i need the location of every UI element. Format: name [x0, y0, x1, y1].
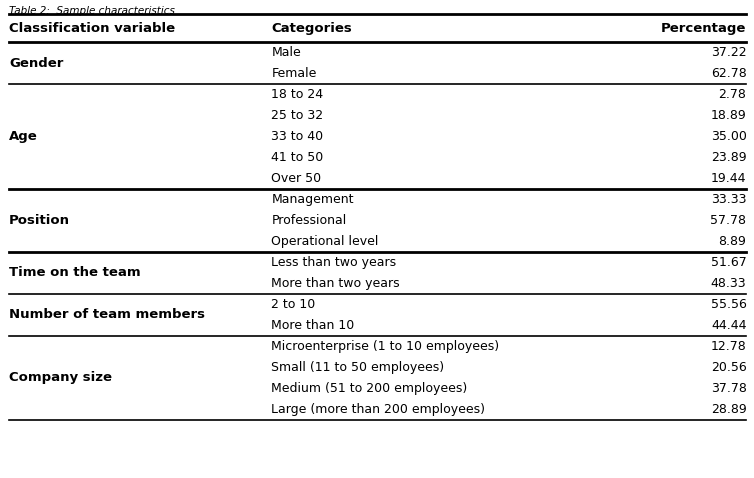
Text: More than two years: More than two years — [271, 277, 400, 290]
Text: 62.78: 62.78 — [711, 67, 746, 80]
Text: 2.78: 2.78 — [719, 88, 746, 101]
Text: 44.44: 44.44 — [711, 319, 746, 332]
Text: 20.56: 20.56 — [711, 361, 746, 374]
Text: Operational level: Operational level — [271, 235, 379, 248]
Text: Medium (51 to 200 employees): Medium (51 to 200 employees) — [271, 382, 467, 395]
Text: Over 50: Over 50 — [271, 172, 321, 185]
Text: 28.89: 28.89 — [711, 403, 746, 416]
Text: Position: Position — [9, 214, 70, 227]
Text: Professional: Professional — [271, 214, 347, 227]
Text: Classification variable: Classification variable — [9, 22, 175, 34]
Text: Gender: Gender — [9, 56, 63, 69]
Text: Number of team members: Number of team members — [9, 308, 205, 322]
Text: 41 to 50: 41 to 50 — [271, 151, 323, 164]
Text: 18.89: 18.89 — [711, 109, 746, 122]
Text: 18 to 24: 18 to 24 — [271, 88, 323, 101]
Text: Management: Management — [271, 193, 354, 206]
Text: 33 to 40: 33 to 40 — [271, 130, 323, 143]
Text: Microenterprise (1 to 10 employees): Microenterprise (1 to 10 employees) — [271, 340, 500, 353]
Text: Small (11 to 50 employees): Small (11 to 50 employees) — [271, 361, 445, 374]
Text: 8.89: 8.89 — [719, 235, 746, 248]
Text: 48.33: 48.33 — [711, 277, 746, 290]
Text: Female: Female — [271, 67, 317, 80]
Text: 37.22: 37.22 — [711, 46, 746, 59]
Text: 37.78: 37.78 — [710, 382, 746, 395]
Text: More than 10: More than 10 — [271, 319, 354, 332]
Text: 23.89: 23.89 — [711, 151, 746, 164]
Text: 57.78: 57.78 — [710, 214, 746, 227]
Text: Male: Male — [271, 46, 301, 59]
Text: Time on the team: Time on the team — [9, 267, 141, 280]
Text: 51.67: 51.67 — [711, 256, 746, 269]
Text: 19.44: 19.44 — [711, 172, 746, 185]
Text: Table 2:  Sample characteristics: Table 2: Sample characteristics — [9, 6, 175, 16]
Text: 25 to 32: 25 to 32 — [271, 109, 323, 122]
Text: 33.33: 33.33 — [711, 193, 746, 206]
Text: Age: Age — [9, 130, 38, 143]
Text: 2 to 10: 2 to 10 — [271, 298, 316, 311]
Text: Percentage: Percentage — [661, 22, 746, 34]
Text: 12.78: 12.78 — [711, 340, 746, 353]
Text: Company size: Company size — [9, 371, 112, 384]
Text: Categories: Categories — [271, 22, 352, 34]
Text: 55.56: 55.56 — [710, 298, 746, 311]
Text: 35.00: 35.00 — [710, 130, 746, 143]
Text: Less than two years: Less than two years — [271, 256, 397, 269]
Text: Large (more than 200 employees): Large (more than 200 employees) — [271, 403, 486, 416]
